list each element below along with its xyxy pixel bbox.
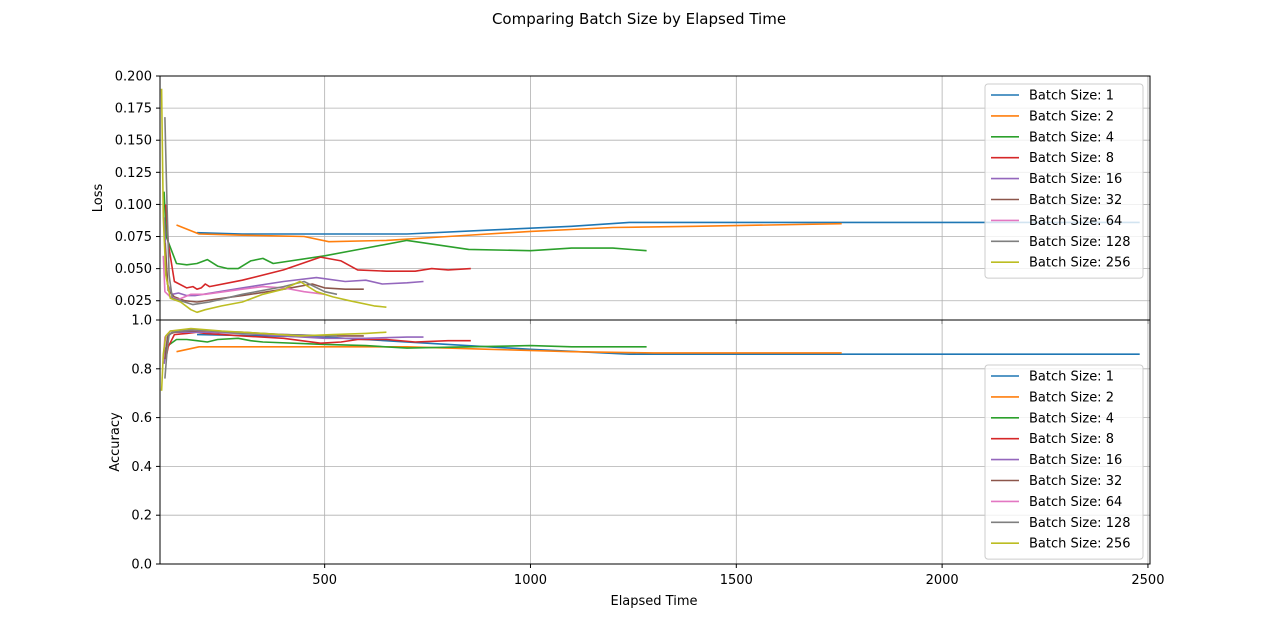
y-tick-label: 0.200: [115, 70, 152, 85]
y-tick-label: 0.025: [115, 294, 152, 309]
legend-label: Batch Size: 64: [1029, 495, 1122, 510]
legend-label: Batch Size: 256: [1029, 256, 1131, 271]
loss-line-batch-3: [165, 204, 471, 291]
accuracy-line-batch-4: [163, 331, 424, 364]
y-tick-label: 0.175: [115, 102, 152, 117]
accuracy-panel: 0.0 0.2 0.4 0.6 0.8 1.0 500 1000 1500 2000 2500 Acc…: [108, 314, 1164, 589]
loss-line-batch-0: [196, 221, 1140, 235]
accuracy-line-batch-3: [165, 331, 471, 360]
y-tick-label: 0.6: [131, 411, 152, 426]
loss-panel: 0.025 0.050 0.075 0.100 0.125 0.150 0.175 0.200…: [91, 70, 1151, 324]
legend-label: Batch Size: 8: [1029, 151, 1114, 166]
legend-label: Batch Size: 32: [1029, 474, 1122, 489]
loss-line-batch-6: [162, 255, 325, 301]
y-tick-label: 0.075: [115, 230, 152, 245]
y-tick-label: 0.2: [131, 509, 152, 524]
legend-label: Batch Size: 128: [1029, 235, 1131, 250]
y-tick-label: 1.0: [131, 314, 152, 329]
x-tick-label: 500: [312, 573, 337, 588]
accuracy-line-batch-1: [176, 345, 842, 354]
loss-line-batch-7: [164, 117, 338, 306]
legend-label: Batch Size: 64: [1029, 214, 1122, 229]
legend-label: Batch Size: 2: [1029, 109, 1114, 124]
loss-line-batch-8: [160, 88, 387, 314]
accuracy-series-group: [160, 327, 1140, 391]
x-tick-label: 1500: [720, 573, 753, 588]
legend-label: Batch Size: 4: [1029, 411, 1114, 426]
accuracy-y-axis-label: Accuracy: [108, 412, 123, 472]
x-tick-label: 2000: [926, 573, 959, 588]
legend-label: Batch Size: 16: [1029, 453, 1122, 468]
loss-line-batch-4: [163, 217, 424, 297]
legend-label: Batch Size: 1: [1029, 370, 1114, 385]
accuracy-line-batch-8: [160, 327, 387, 391]
legend-frame: [984, 364, 1144, 560]
x-axis-label: Elapsed Time: [610, 594, 697, 609]
y-tick-label: 0.4: [131, 460, 152, 475]
legend-label: Batch Size: 32: [1029, 193, 1122, 208]
y-tick-label: 0.050: [115, 262, 152, 277]
y-tick-label: 0.125: [115, 166, 152, 181]
accuracy-line-batch-2: [163, 337, 647, 355]
accuracy-legend: Batch Size: 1 Batch Size: 2 Batch Size: 4 B…: [984, 364, 1144, 560]
loss-legend: Batch Size: 1 Batch Size: 2 Batch Size: 4 B…: [984, 83, 1144, 279]
chart-title: Comparing Batch Size by Elapsed Time: [492, 10, 786, 28]
y-tick-label: 0.100: [115, 198, 152, 213]
legend-label: Batch Size: 1: [1029, 89, 1114, 104]
legend-label: Batch Size: 8: [1029, 432, 1114, 447]
y-tick-label: 0.0: [131, 558, 152, 573]
loss-y-axis-label: Loss: [91, 184, 106, 213]
y-tick-label: 0.8: [131, 362, 152, 377]
legend-label: Batch Size: 16: [1029, 172, 1122, 187]
legend-label: Batch Size: 4: [1029, 130, 1114, 145]
legend-label: Batch Size: 128: [1029, 516, 1131, 531]
legend-label: Batch Size: 2: [1029, 390, 1114, 405]
loss-series-group: [160, 88, 1140, 314]
legend-label: Batch Size: 256: [1029, 537, 1131, 552]
legend-frame: [984, 83, 1144, 279]
x-tick-label: 2500: [1131, 573, 1164, 588]
x-tick-label: 1000: [514, 573, 547, 588]
loss-line-batch-1: [176, 222, 842, 243]
loss-line-batch-2: [163, 191, 647, 270]
accuracy-axes-frame: [159, 319, 1151, 565]
y-tick-label: 0.150: [115, 134, 152, 149]
